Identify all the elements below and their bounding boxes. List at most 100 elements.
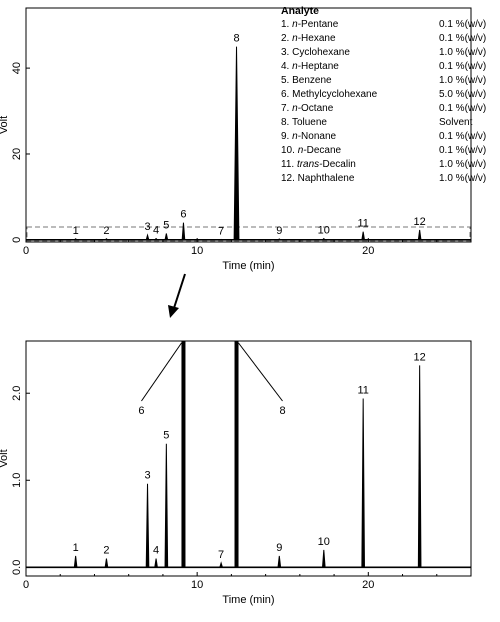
legend-row: 11. trans-Decalin 1.0 %(w/v) <box>281 158 496 172</box>
peak-label-2: 2 <box>103 225 109 237</box>
legend-concentration: 0.1 %(w/v) <box>439 145 487 156</box>
peak-label-10: 10 <box>318 536 330 548</box>
peak-label-4: 4 <box>153 545 159 557</box>
x-axis-title: Time (min) <box>222 260 274 272</box>
legend-analyte-name: 10. n-Decane <box>281 145 342 156</box>
peak-2 <box>104 558 109 568</box>
legend-concentration: 0.1 %(w/v) <box>439 19 487 30</box>
plot-frame <box>25 340 472 577</box>
peak-label-11: 11 <box>357 384 368 396</box>
y-tick-label: 2.0 <box>11 386 23 401</box>
plot-frame <box>25 7 472 243</box>
peak-label-4: 4 <box>153 225 159 237</box>
peak-label-12: 12 <box>414 351 426 363</box>
legend-concentration: 1.0 %(w/v) <box>439 47 487 58</box>
peak-label-8: 8 <box>279 405 285 417</box>
peak-label-5: 5 <box>163 430 169 442</box>
peak-label-6: 6 <box>180 209 186 221</box>
peak-label-9: 9 <box>276 542 282 554</box>
peak-2 <box>103 238 110 241</box>
peak-9 <box>277 555 282 568</box>
legend-title: Analyte <box>281 5 319 17</box>
y-tick-label: 1.0 <box>11 473 23 488</box>
y-tick-label: 0 <box>11 237 23 243</box>
legend-row: 5. Benzene 1.0 %(w/v) <box>281 74 496 88</box>
legend-row: 12. Naphthalene 1.0 %(w/v) <box>281 172 496 186</box>
peak-label-12: 12 <box>414 216 426 228</box>
peak-7 <box>219 561 224 568</box>
legend-analyte-name: 6. Methylcyclohexane <box>281 89 378 100</box>
peak-4 <box>153 237 159 241</box>
peak-11 <box>361 231 366 241</box>
peak-6-saturated <box>181 341 186 568</box>
peak-3 <box>145 233 150 241</box>
peak-label-11: 11 <box>357 218 368 230</box>
peak-label-10: 10 <box>318 225 330 237</box>
leader-line-8 <box>238 342 283 402</box>
peak-8 <box>233 46 240 241</box>
x-axis-title: Time (min) <box>222 594 274 606</box>
legend-rows: 1. n-Pentane 0.1 %(w/v) 2. n-Hexane 0.1 %(w… <box>281 18 496 186</box>
y-tick-label: 20 <box>11 148 23 160</box>
peak-5 <box>164 443 169 568</box>
x-tick-label: 0 <box>23 579 29 591</box>
legend-concentration: 0.1 %(w/v) <box>439 33 487 44</box>
peak-9 <box>276 238 283 241</box>
legend-analyte-name: 3. Cyclohexane <box>281 47 350 58</box>
legend-row: 6. Methylcyclohexane 5.0 %(w/v) <box>281 88 496 102</box>
legend-concentration: 0.1 %(w/v) <box>439 61 487 72</box>
legend-analyte-name: 1. n-Pentane <box>281 19 339 30</box>
peak-label-6: 6 <box>138 405 144 417</box>
peak-6 <box>181 222 186 241</box>
zoom-arrow-head <box>168 305 179 318</box>
legend-concentration: 1.0 %(w/v) <box>439 75 487 86</box>
peak-label-2: 2 <box>103 545 109 557</box>
legend-concentration: Solvent <box>439 117 473 128</box>
peak-1 <box>72 238 79 241</box>
peak-label-5: 5 <box>163 219 169 231</box>
legend-row: 10. n-Decane 0.1 %(w/v) <box>281 144 496 158</box>
legend-analyte-name: 8. Toluene <box>281 117 327 128</box>
peak-10 <box>321 549 326 568</box>
legend-concentration: 1.0 %(w/v) <box>439 159 487 170</box>
x-tick-label: 10 <box>191 579 203 591</box>
zoom-region-box <box>26 226 471 242</box>
x-tick-label: 0 <box>23 245 29 257</box>
peak-12 <box>417 229 422 241</box>
legend-row: 8. Toluene Solvent <box>281 116 496 130</box>
legend-analyte-name: 9. n-Nonane <box>281 131 337 142</box>
legend-concentration: 1.0 %(w/v) <box>439 173 487 184</box>
legend-row: 3. Cyclohexane 1.0 %(w/v) <box>281 46 496 60</box>
x-tick-label: 20 <box>362 579 374 591</box>
legend-analyte-name: 12. Naphthalene <box>281 173 355 184</box>
leader-line-6 <box>141 342 182 402</box>
peak-11 <box>361 398 365 568</box>
peak-8-saturated <box>234 341 239 568</box>
legend-row: 1. n-Pentane 0.1 %(w/v) <box>281 18 496 32</box>
zoom-arrow-shaft <box>173 273 186 309</box>
x-tick-label: 20 <box>362 245 374 257</box>
peak-label-7: 7 <box>218 225 224 237</box>
legend-row: 2. n-Hexane 0.1 %(w/v) <box>281 32 496 46</box>
peak-3 <box>145 483 150 568</box>
y-axis-title: Volt <box>0 449 10 467</box>
peak-label-8: 8 <box>233 33 239 45</box>
legend-analyte-name: 4. n-Heptane <box>281 61 339 72</box>
peak-label-3: 3 <box>144 470 150 482</box>
legend-analyte-name: 7. n-Octane <box>281 103 334 114</box>
peak-10 <box>321 237 327 241</box>
y-tick-label: 0.0 <box>11 560 23 575</box>
legend-analyte-name: 5. Benzene <box>281 75 332 86</box>
legend-analyte-name: 2. n-Hexane <box>281 33 336 44</box>
peak-4 <box>154 558 158 568</box>
peak-label-1: 1 <box>73 542 79 554</box>
legend-row: 9. n-Nonane 0.1 %(w/v) <box>281 130 496 144</box>
peak-5 <box>164 233 169 241</box>
legend-concentration: 0.1 %(w/v) <box>439 103 487 114</box>
legend-concentration: 0.1 %(w/v) <box>439 131 487 142</box>
y-axis-title: Volt <box>0 116 10 134</box>
legend-concentration: 5.0 %(w/v) <box>439 89 487 100</box>
analyte-legend: Analyte 1. n-Pentane 0.1 %(w/v) 2. n-Hexan… <box>281 4 496 186</box>
